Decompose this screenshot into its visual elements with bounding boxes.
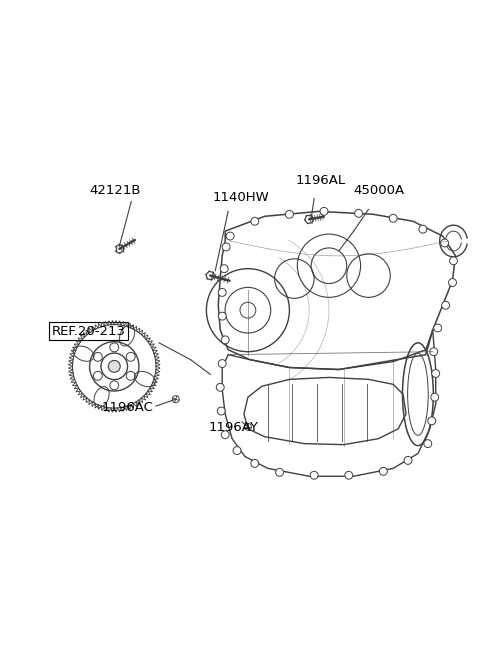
Circle shape: [233, 447, 241, 455]
Circle shape: [428, 417, 436, 425]
Circle shape: [94, 352, 102, 362]
Circle shape: [434, 324, 442, 332]
Circle shape: [108, 360, 120, 372]
Circle shape: [221, 431, 229, 439]
Circle shape: [345, 472, 353, 479]
Text: 42121B: 42121B: [90, 183, 141, 196]
Circle shape: [251, 459, 259, 468]
Circle shape: [244, 423, 252, 430]
Circle shape: [217, 407, 225, 415]
Circle shape: [448, 278, 456, 286]
Text: 1140HW: 1140HW: [212, 191, 269, 204]
Circle shape: [218, 288, 226, 296]
Circle shape: [251, 217, 259, 225]
Circle shape: [216, 383, 224, 391]
Circle shape: [110, 343, 119, 352]
Circle shape: [419, 225, 427, 233]
Circle shape: [276, 468, 284, 476]
Text: 45000A: 45000A: [354, 183, 405, 196]
Circle shape: [450, 257, 457, 265]
Circle shape: [226, 232, 234, 240]
Circle shape: [432, 369, 440, 377]
Circle shape: [320, 208, 328, 215]
Circle shape: [218, 312, 226, 320]
Circle shape: [442, 301, 450, 309]
Circle shape: [379, 468, 387, 476]
Text: 1196AL: 1196AL: [295, 174, 346, 187]
Circle shape: [110, 381, 119, 390]
Circle shape: [286, 210, 293, 218]
Circle shape: [126, 371, 135, 381]
Circle shape: [389, 214, 397, 222]
Circle shape: [431, 393, 439, 401]
Circle shape: [404, 457, 412, 464]
Circle shape: [355, 210, 362, 217]
Circle shape: [126, 352, 135, 362]
Circle shape: [218, 360, 226, 367]
Circle shape: [310, 472, 318, 479]
Text: 1196AC: 1196AC: [102, 401, 154, 414]
Circle shape: [430, 348, 438, 356]
Circle shape: [424, 440, 432, 447]
Text: 1196AY: 1196AY: [208, 421, 258, 434]
Text: REF.20-213: REF.20-213: [52, 325, 126, 338]
Circle shape: [221, 336, 229, 344]
Circle shape: [222, 243, 230, 251]
Circle shape: [441, 239, 448, 247]
Circle shape: [220, 265, 228, 272]
Circle shape: [94, 371, 102, 381]
Circle shape: [172, 396, 179, 403]
